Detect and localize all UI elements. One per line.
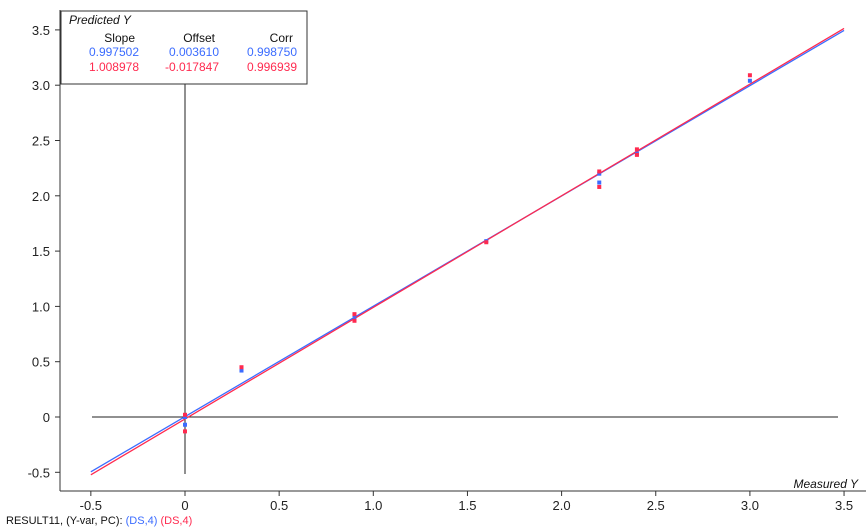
stats-box-frame <box>60 10 308 85</box>
x-tick-label: 0 <box>181 498 188 513</box>
x-tick-label: 3.0 <box>741 498 759 513</box>
data-point <box>183 422 187 427</box>
stats-value: 0.003610 <box>169 45 219 59</box>
data-point <box>183 415 187 419</box>
scatter-chart: -0.5 0 0.5 1.0 1.5 2.0 2.5 3.0 3.5 -0.5 0 0.5 1.0 1.5… <box>28 10 866 513</box>
data-point <box>183 429 187 434</box>
footer-blue-tag: (DS,4) <box>125 515 158 527</box>
stats-header: Slope <box>104 31 135 45</box>
y-tick-label: 3.5 <box>32 23 50 38</box>
data-point <box>239 368 244 373</box>
data-point <box>484 240 489 245</box>
data-point <box>597 184 602 189</box>
regression-lines <box>90 27 845 476</box>
footer-prefix: RESULT11, (Y-var, PC): <box>6 515 123 527</box>
x-axis-label: Measured Y <box>794 477 859 491</box>
data-point <box>352 318 357 323</box>
y-tick-label: 1.5 <box>32 244 50 259</box>
regression-line <box>90 27 845 476</box>
stats-value: -0.017847 <box>165 60 219 74</box>
data-points <box>183 73 752 434</box>
y-tick-label: 2.0 <box>32 189 50 204</box>
data-point <box>634 147 639 152</box>
y-tick-label: 1.0 <box>32 299 50 314</box>
data-point <box>597 171 602 176</box>
plot-axes <box>59 10 866 492</box>
footer-red-tag: (DS,4) <box>160 515 193 527</box>
x-tick-label: 1.5 <box>458 498 476 513</box>
x-tick-label: 0.5 <box>270 498 288 513</box>
tick-labels: -0.5 0 0.5 1.0 1.5 2.0 2.5 3.0 3.5 -0.5 0 0.5 1.0 1.5… <box>28 23 853 513</box>
data-point <box>634 152 639 157</box>
status-footer: RESULT11, (Y-var, PC): (DS,4) (DS,4) <box>6 515 192 527</box>
stats-value: 1.008978 <box>89 60 139 74</box>
data-point <box>352 312 357 317</box>
stats-value: 0.996939 <box>247 60 297 74</box>
data-point <box>747 73 752 78</box>
data-point <box>597 169 602 174</box>
y-tick-label: 3.0 <box>32 78 50 93</box>
y-tick-label: 0.5 <box>32 355 50 370</box>
stats-value: 0.998750 <box>247 45 297 59</box>
x-tick-label: 2.0 <box>553 498 571 513</box>
stats-table: Predicted Y Slope Offset Corr 0.997502 0.0036… <box>60 10 308 85</box>
x-tick-label: 2.5 <box>647 498 665 513</box>
y-tick-label: 0 <box>43 410 50 425</box>
x-tick-label: -0.5 <box>80 498 102 513</box>
y-tick-label: 2.5 <box>32 134 50 149</box>
data-point <box>747 78 752 83</box>
y-tick-label: -0.5 <box>28 465 50 480</box>
data-point <box>239 365 244 370</box>
stats-header: Corr <box>270 31 293 45</box>
x-tick-label: 1.0 <box>364 498 382 513</box>
y-axis-label: Predicted Y <box>69 13 132 27</box>
x-tick-label: 3.5 <box>835 498 853 513</box>
data-point <box>183 412 187 417</box>
stats-header: Offset <box>183 31 215 45</box>
data-point <box>597 180 602 185</box>
stats-value: 0.997502 <box>89 45 139 59</box>
